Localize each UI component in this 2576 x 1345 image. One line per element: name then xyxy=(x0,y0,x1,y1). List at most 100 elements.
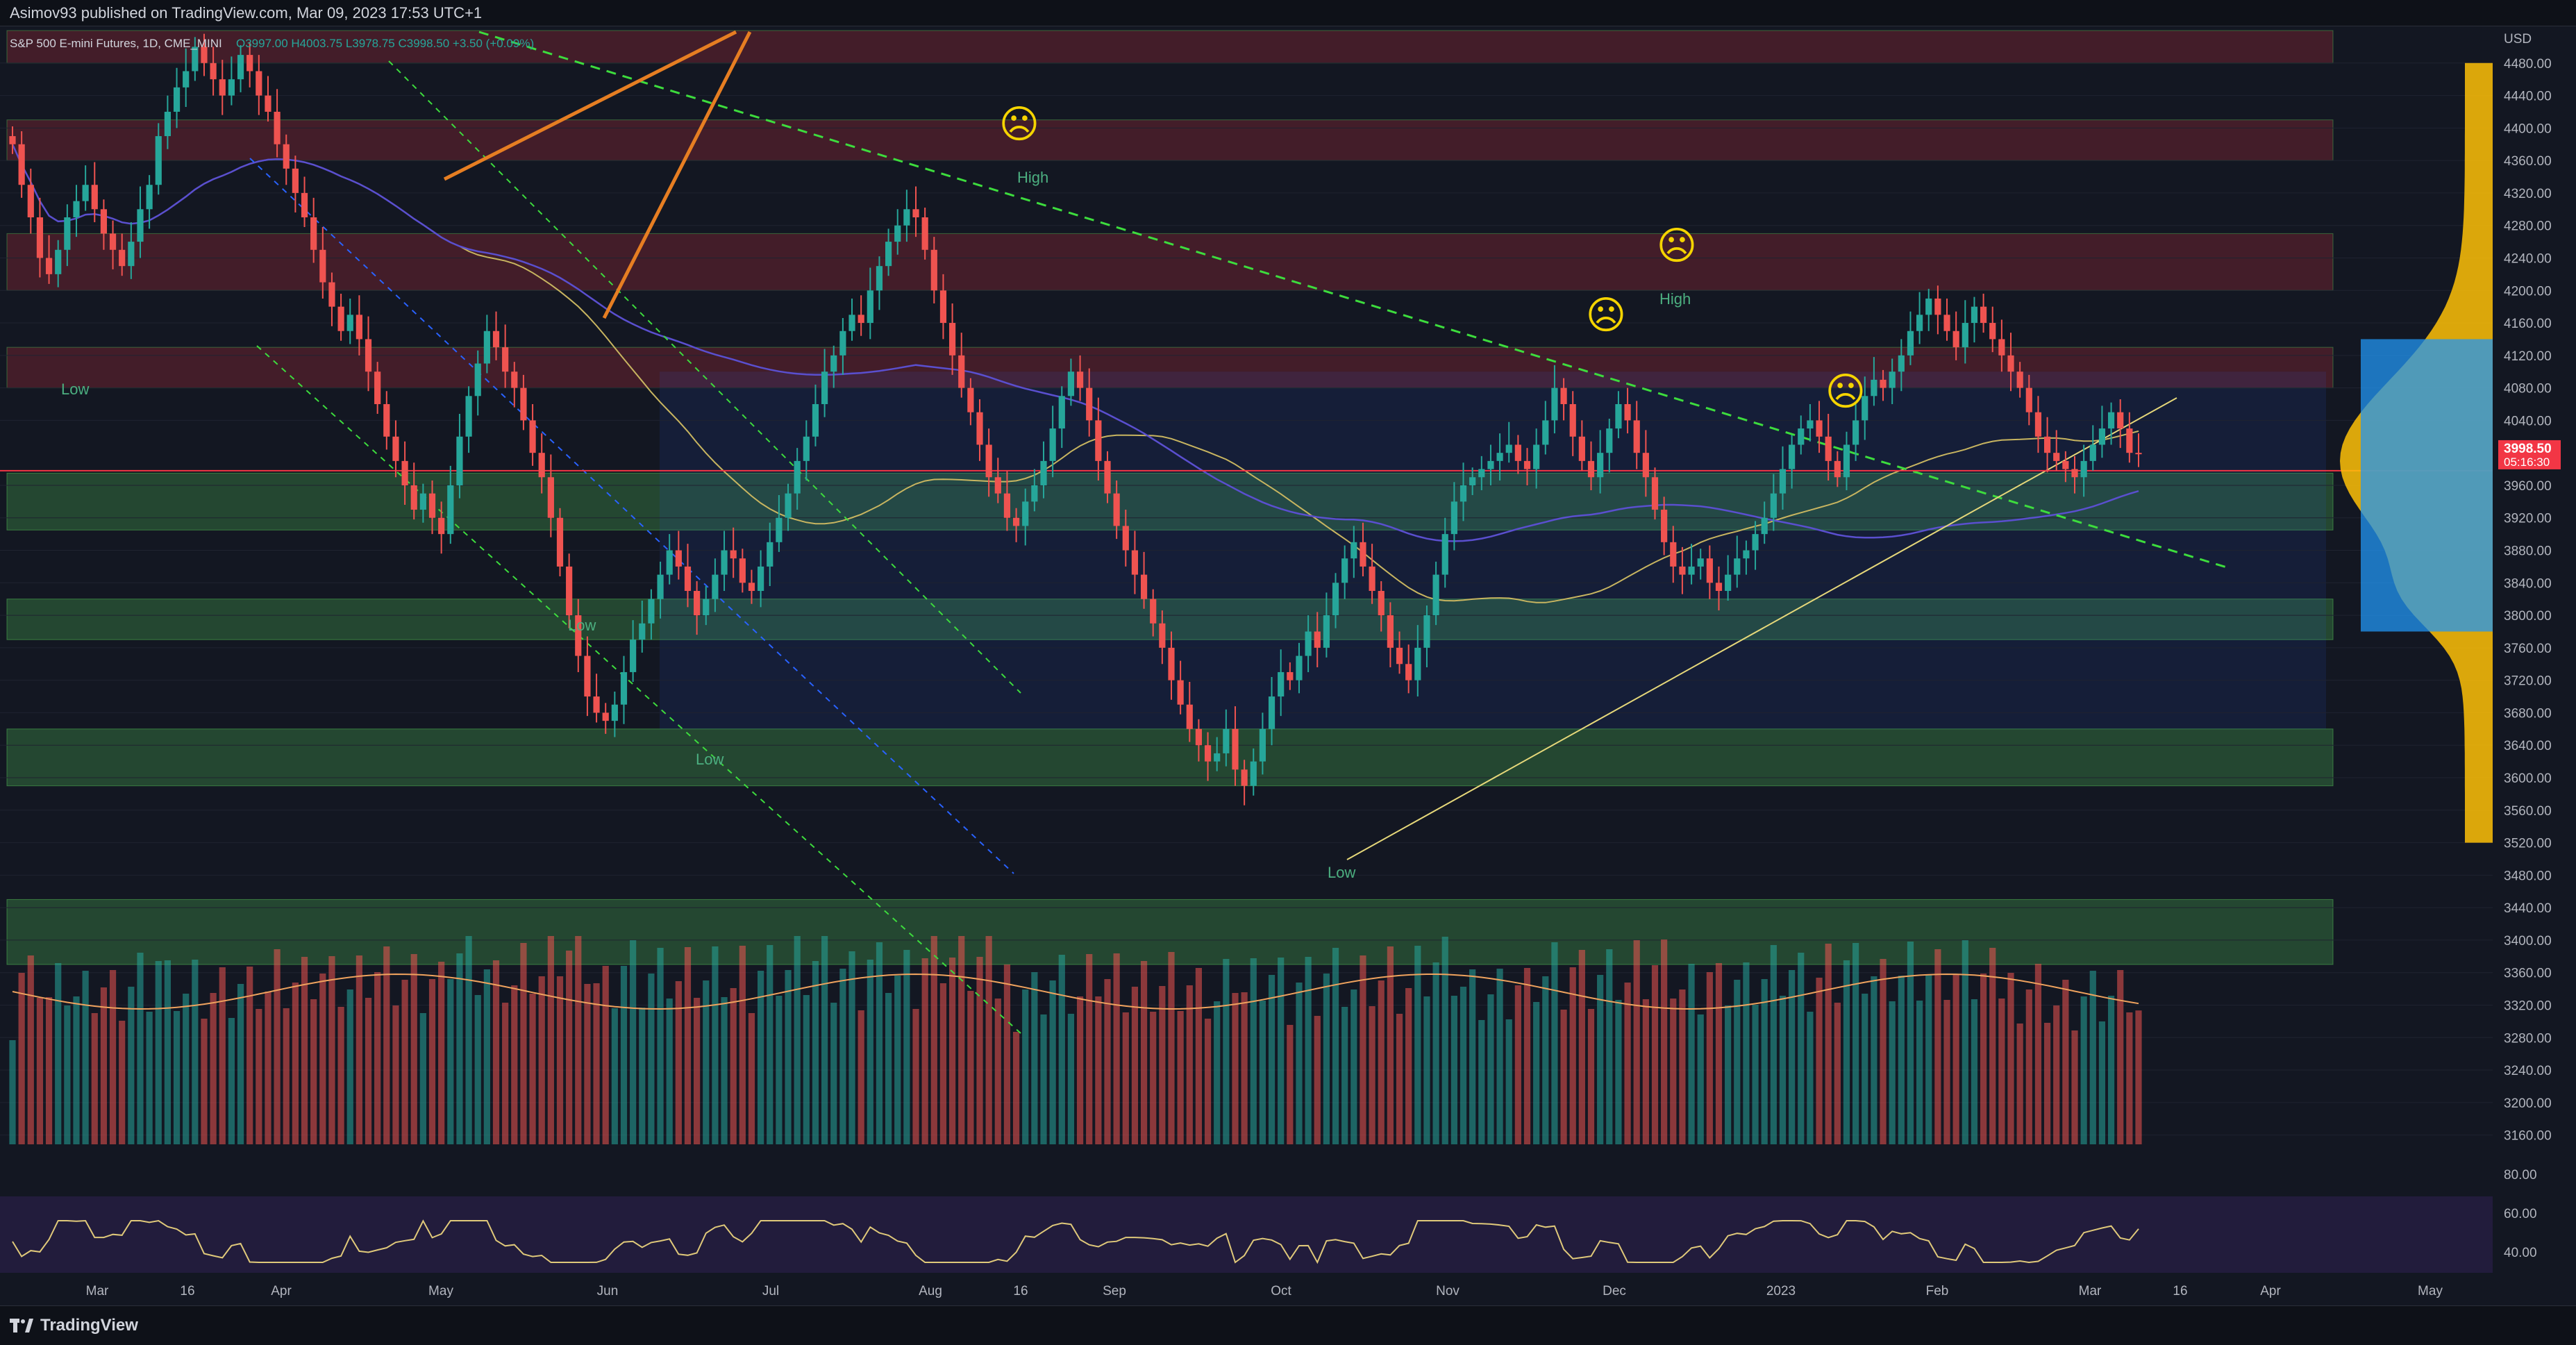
candle-body xyxy=(228,79,235,96)
volume-bar xyxy=(566,951,573,1144)
candle-body xyxy=(1734,558,1741,575)
volume-bar xyxy=(1816,978,1823,1144)
candle xyxy=(2034,396,2042,453)
price-tick-label: 3800.00 xyxy=(2504,609,2552,624)
volume-bar xyxy=(465,936,472,1144)
candle xyxy=(1186,681,1193,742)
candles-layer xyxy=(9,33,2142,805)
candle-body xyxy=(1523,460,1531,469)
volume-bar xyxy=(639,1008,646,1144)
candle xyxy=(119,233,126,276)
volume-bar xyxy=(630,940,637,1144)
candle xyxy=(1670,526,1677,583)
demand-zone xyxy=(6,599,2334,640)
candle xyxy=(776,494,783,552)
candle-body xyxy=(1880,379,1887,388)
volume-bar xyxy=(1578,950,1585,1144)
candle-body xyxy=(1542,420,1549,445)
volume-bar xyxy=(1871,976,1877,1144)
candle-body xyxy=(1624,404,1631,421)
volume-bar xyxy=(27,955,34,1144)
time-tick-label: Mar xyxy=(86,1284,109,1298)
volume-bar xyxy=(1697,1014,1704,1144)
volume-bar xyxy=(602,966,609,1144)
candle-body xyxy=(55,249,62,274)
candle xyxy=(356,295,362,356)
candle-body xyxy=(1871,379,1877,396)
candle-body xyxy=(1378,591,1385,616)
candle-body xyxy=(1761,517,1768,535)
candle-body xyxy=(2025,387,2032,412)
candle xyxy=(1624,387,1631,434)
candle xyxy=(492,311,500,360)
volume-bar xyxy=(1278,958,1285,1144)
candle xyxy=(283,134,290,185)
candle xyxy=(27,168,34,234)
volume-bar xyxy=(803,995,810,1144)
candle-body xyxy=(447,485,454,535)
volume-bar xyxy=(1624,983,1631,1144)
volume-bar xyxy=(939,983,947,1144)
candle-body xyxy=(1688,566,1695,575)
price-tick-label: 4360.00 xyxy=(2504,154,2552,169)
supply-zone xyxy=(6,233,2334,291)
volume-bar xyxy=(575,936,582,1144)
price-chart[interactable]: High High Low Low Low Low ☹ ☹ ☹ ☹ USD 4480.00 4440.… xyxy=(0,26,2576,1305)
candle xyxy=(529,404,536,466)
candle xyxy=(1560,378,1567,421)
volume-bar xyxy=(593,983,600,1144)
volume-bar xyxy=(611,1008,618,1144)
volume-bar xyxy=(45,997,53,1144)
volume-bar xyxy=(2080,996,2087,1144)
candle xyxy=(1140,551,1148,609)
candle xyxy=(73,185,80,237)
candle xyxy=(894,209,901,255)
candle xyxy=(265,76,271,122)
candle-body xyxy=(767,542,773,567)
candle xyxy=(1296,642,1303,694)
candle-body xyxy=(219,79,226,96)
candle-body xyxy=(630,640,637,672)
candle xyxy=(301,176,308,228)
sad-face-icon: ☹ xyxy=(1825,369,1866,413)
volume-bar xyxy=(1204,1019,1212,1144)
candle-body xyxy=(2107,412,2115,429)
candle xyxy=(785,483,792,531)
candle xyxy=(1113,480,1120,540)
candle xyxy=(1022,488,1029,546)
volume-bar xyxy=(292,983,299,1144)
volume-bar xyxy=(2053,1005,2060,1144)
candle-body xyxy=(1934,298,1941,315)
candle xyxy=(1752,521,1759,570)
candle xyxy=(703,585,710,626)
tradingview-logo-icon xyxy=(10,1319,33,1333)
candle-body xyxy=(1131,550,1139,575)
volume-bar xyxy=(2126,1012,2133,1144)
volume-bar xyxy=(9,1040,16,1144)
candle xyxy=(1514,435,1521,474)
volume-bar xyxy=(201,1019,208,1144)
candle-body xyxy=(1332,583,1339,616)
volume-bar xyxy=(438,962,445,1144)
volume-bar xyxy=(758,971,764,1144)
volume-bar xyxy=(1003,964,1011,1144)
candle xyxy=(2126,412,2133,463)
price-tick-label: 4280.00 xyxy=(2504,219,2552,234)
candle xyxy=(1789,435,1796,489)
volume-bar xyxy=(1250,958,1257,1144)
candle-body xyxy=(739,558,746,583)
tradingview-brand[interactable]: TradingView xyxy=(10,1313,138,1338)
volume-bar xyxy=(183,994,190,1144)
candle-body xyxy=(1241,769,1248,786)
candle-body xyxy=(1214,753,1221,762)
candle-body xyxy=(794,460,801,494)
candle-body xyxy=(1770,493,1777,518)
candle-body xyxy=(502,347,509,372)
candle xyxy=(1533,428,1540,489)
candle-body xyxy=(1862,396,1868,421)
candle xyxy=(848,298,855,341)
candle xyxy=(821,349,828,417)
volume-bar xyxy=(2016,1024,2023,1144)
volume-bar xyxy=(511,985,518,1144)
volume-bar xyxy=(1350,989,1357,1144)
